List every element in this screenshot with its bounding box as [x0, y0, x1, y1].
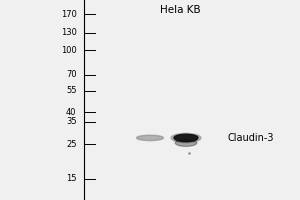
Text: 35: 35: [66, 117, 76, 126]
Ellipse shape: [174, 134, 198, 142]
Text: 100: 100: [61, 46, 76, 55]
Ellipse shape: [175, 140, 197, 146]
Text: Claudin-3: Claudin-3: [228, 133, 274, 143]
Text: 130: 130: [61, 28, 76, 37]
Text: 70: 70: [66, 70, 76, 79]
Text: Hela KB: Hela KB: [160, 5, 200, 15]
Ellipse shape: [136, 135, 164, 141]
Text: 15: 15: [66, 174, 76, 183]
Text: 25: 25: [66, 140, 76, 149]
Ellipse shape: [171, 133, 201, 143]
Text: 40: 40: [66, 108, 76, 117]
Text: 170: 170: [61, 10, 76, 19]
Text: 55: 55: [66, 86, 76, 95]
